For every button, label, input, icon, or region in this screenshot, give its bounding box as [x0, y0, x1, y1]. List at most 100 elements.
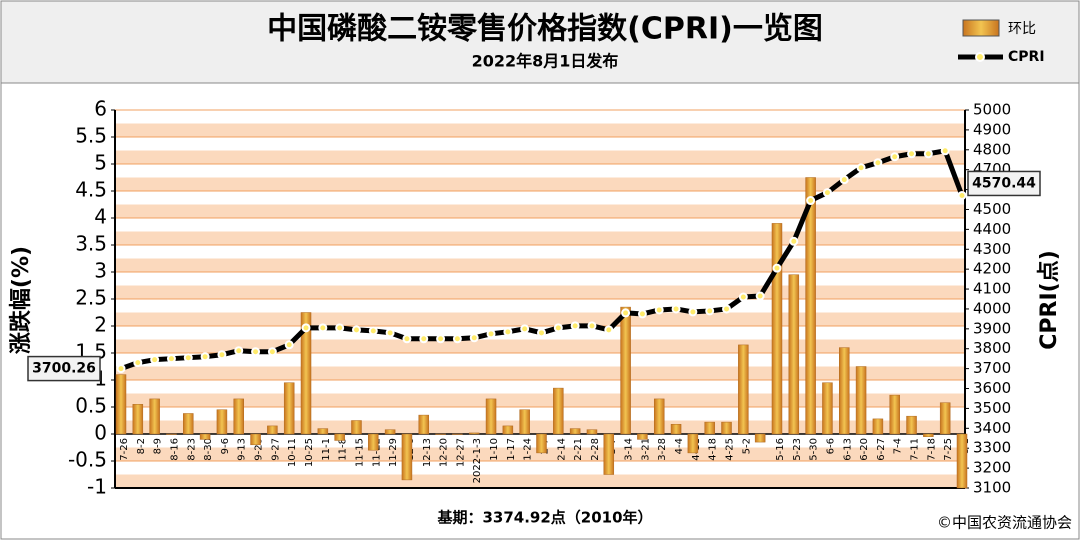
line-marker — [200, 352, 210, 362]
bar — [384, 429, 396, 435]
x-tick-label: 7-18 — [926, 438, 937, 461]
header-band — [0, 0, 1080, 84]
bar — [283, 382, 295, 435]
line-marker — [452, 334, 462, 344]
stripe — [115, 204, 965, 218]
y2-tick-label: 4500 — [973, 200, 1011, 218]
line-marker — [486, 329, 496, 339]
line-marker — [368, 326, 378, 336]
source: ©中国农资流通协会 — [937, 514, 1072, 532]
stripe — [115, 231, 965, 245]
x-tick-label: 6-20 — [859, 438, 870, 461]
y2-tick-label: 3100 — [973, 479, 1011, 497]
line-marker — [537, 328, 546, 338]
value-label-box — [27, 355, 101, 382]
line-marker — [351, 325, 361, 335]
x-tick-label: 6-13 — [842, 438, 853, 461]
x-tick-label: 7-25 — [943, 438, 954, 461]
y-tick-label: 0 — [94, 421, 107, 445]
chart-title: 中国磷酸二铵零售价格指数(CPRI)一览图 — [267, 12, 823, 47]
bar — [149, 398, 160, 435]
x-tick-label: 2-28 — [590, 438, 601, 461]
value-label-box — [967, 170, 1041, 197]
x-tick-label: 5-23 — [792, 438, 803, 461]
x-tick-label: 8-2 — [136, 438, 147, 454]
y2-tick-label: 5000 — [973, 101, 1011, 119]
x-tick-label: 12-20 — [439, 438, 450, 467]
line-marker — [755, 291, 765, 301]
x-tick-label: 6-27 — [876, 438, 887, 461]
x-tick-label: 3-28 — [657, 438, 668, 461]
y-tick-label: 6 — [94, 97, 107, 121]
stripe — [115, 339, 965, 353]
bar — [653, 398, 665, 435]
x-tick-label: 12-27 — [455, 438, 466, 467]
y2-tick-label: 4100 — [973, 280, 1011, 298]
y-axis-title: 涨跌幅(%) — [9, 246, 34, 354]
x-tick-label: 4-25 — [725, 438, 736, 461]
y2-tick-label: 3200 — [973, 459, 1011, 477]
line-marker — [587, 321, 597, 331]
x-tick-label: 2-21 — [573, 438, 584, 461]
line-marker — [604, 325, 614, 335]
bar — [250, 433, 261, 446]
line-marker — [940, 146, 950, 156]
y2-tick-label: 4900 — [973, 120, 1011, 138]
chart-subtitle: 2022年8月1日发布 — [472, 52, 619, 71]
bar — [822, 382, 833, 435]
y-tick-label: -0.5 — [68, 448, 107, 472]
x-tick-label: 1-10 — [489, 438, 500, 461]
x-tick-label: 4-18 — [708, 438, 719, 461]
bar — [906, 415, 917, 435]
y2-axis-title: CPRI(点) — [1036, 250, 1062, 350]
bar — [300, 312, 312, 435]
x-tick-label: 10-11 — [287, 438, 298, 467]
x-tick-label: 8-30 — [203, 438, 214, 461]
line-marker — [553, 323, 563, 333]
x-tick-label: 2-14 — [556, 438, 567, 461]
bar — [603, 433, 615, 475]
y-tick-label: 3 — [94, 259, 107, 283]
line-marker — [267, 347, 277, 357]
bar — [704, 421, 715, 435]
bar — [132, 404, 144, 435]
x-tick-label: 8-9 — [153, 438, 164, 454]
bar — [670, 424, 682, 435]
bar — [115, 374, 127, 435]
y2-tick-label: 3600 — [973, 379, 1011, 397]
x-tick-label: 8-23 — [186, 438, 197, 461]
stripe — [115, 123, 965, 137]
x-tick-label: 12-13 — [422, 438, 433, 467]
line-marker — [183, 353, 193, 363]
y2-tick-label: 4400 — [973, 220, 1011, 238]
x-tick-label: 1-17 — [506, 438, 517, 461]
line-marker — [907, 149, 917, 159]
bar — [536, 433, 547, 454]
line-marker — [957, 190, 967, 200]
line-marker — [335, 323, 345, 333]
line-marker — [856, 163, 866, 173]
bar — [334, 433, 345, 441]
line-marker — [150, 355, 160, 365]
bar — [586, 429, 598, 435]
line-marker — [688, 307, 698, 317]
line-marker — [217, 350, 227, 360]
y2-tick-label: 3500 — [973, 399, 1011, 417]
bar — [721, 421, 732, 435]
line-marker — [234, 346, 244, 356]
line-marker — [251, 347, 261, 357]
bar — [738, 344, 749, 435]
bar — [805, 177, 816, 435]
stripe — [115, 150, 965, 164]
line-marker — [738, 292, 748, 302]
y2-tick-label: 3800 — [973, 339, 1011, 357]
y-tick-label: 2 — [94, 313, 107, 337]
y-tick-label: 0.5 — [75, 394, 107, 418]
y2-tick-label: 4800 — [973, 140, 1011, 158]
bar — [267, 425, 278, 435]
line-marker — [570, 321, 580, 331]
line-marker — [116, 364, 126, 374]
bar — [788, 274, 800, 435]
